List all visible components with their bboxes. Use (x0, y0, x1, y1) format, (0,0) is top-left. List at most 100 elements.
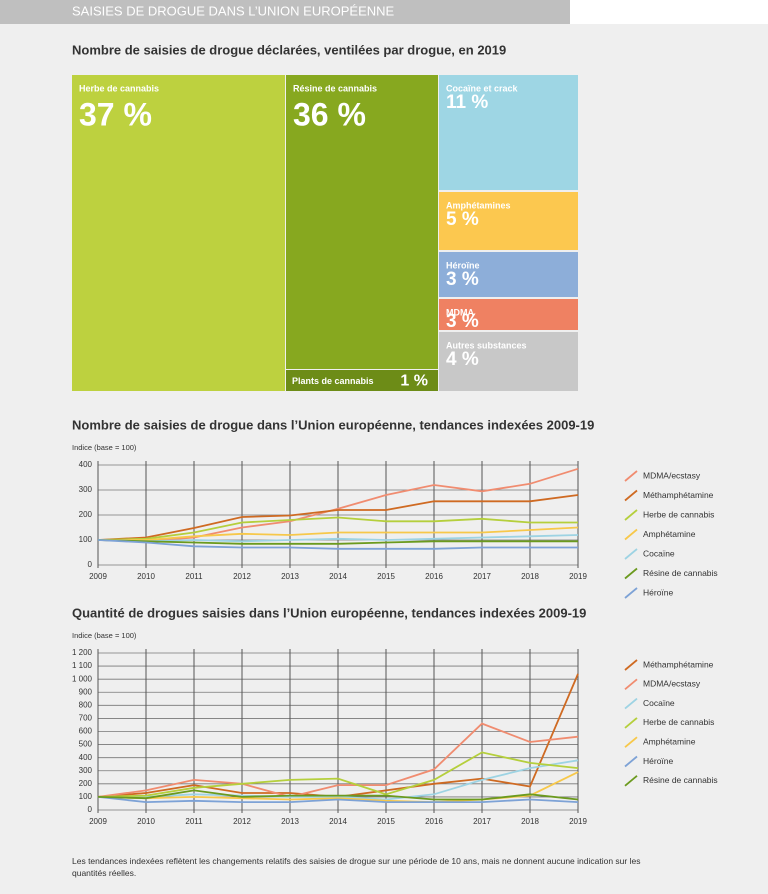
y-tick-label: 0 (88, 560, 93, 569)
x-tick-label: 2019 (569, 572, 587, 581)
x-tick-label: 2013 (281, 572, 299, 581)
x-tick-label: 2017 (473, 572, 491, 581)
legend-label: Amphétamine (643, 736, 696, 746)
value-label: 37 % (79, 96, 152, 132)
treemap-cell (286, 370, 438, 391)
y-axis-label: Indice (base = 100) (72, 443, 137, 452)
legend-label: Herbe de cannabis (643, 717, 714, 727)
treemap-cell (439, 299, 578, 330)
x-tick-label: 2015 (377, 572, 395, 581)
y-tick-label: 300 (79, 766, 93, 775)
x-tick-label: 2010 (137, 817, 155, 826)
y-tick-label: 1 000 (72, 674, 93, 683)
legend-swatch (624, 470, 638, 482)
y-axis-label: Indice (base = 100) (72, 631, 137, 640)
legend-swatch (624, 678, 638, 690)
cell-label: Résine de cannabis (293, 83, 377, 93)
cell-label: Amphétamines (446, 200, 511, 210)
header-bar (0, 0, 570, 24)
value-label: 4 % (446, 349, 479, 370)
y-tick-label: 0 (88, 805, 93, 814)
x-tick-label: 2011 (185, 817, 203, 826)
x-tick-label: 2012 (233, 817, 251, 826)
cell-label: Autres substances (446, 340, 527, 350)
series-line (97, 796, 579, 804)
treemap-cell (439, 332, 578, 391)
legend-swatch (624, 775, 638, 787)
y-tick-label: 900 (79, 687, 93, 696)
y-tick-label: 200 (79, 510, 93, 519)
cell-label: Cocaïne et crack (446, 83, 519, 93)
cell-label: Héroïne (446, 260, 480, 270)
legend-label: Héroïne (643, 756, 674, 766)
legend-swatch (624, 548, 638, 560)
series-line (97, 539, 578, 550)
x-tick-label: 2016 (425, 817, 443, 826)
chart-title: Quantité de drogues saisies dans l’Union… (72, 605, 586, 620)
chart-title: Nombre de saisies de drogue dans l’Union… (72, 417, 594, 432)
x-tick-label: 2014 (329, 572, 347, 581)
y-tick-label: 400 (79, 753, 93, 762)
cell-label: Herbe de cannabis (79, 83, 159, 93)
x-tick-label: 2018 (521, 817, 539, 826)
series-line (98, 759, 579, 801)
x-tick-label: 2017 (473, 817, 491, 826)
legend-swatch (624, 755, 638, 768)
treemap-cell (286, 75, 438, 369)
legend-swatch (624, 717, 638, 729)
cell-label: Plants de cannabis (292, 376, 374, 386)
x-tick-label: 2013 (281, 817, 299, 826)
x-tick-label: 2016 (425, 572, 443, 581)
x-tick-label: 2015 (377, 817, 395, 826)
legend-label: MDMA/ecstasy (643, 470, 701, 480)
y-tick-label: 400 (79, 460, 93, 469)
series-line (97, 789, 579, 801)
legend-label: Résine de cannabis (643, 775, 718, 785)
value-label: 3 % (446, 269, 479, 290)
value-label: 3 % (446, 311, 479, 332)
y-tick-label: 300 (79, 485, 93, 494)
x-tick-label: 2019 (569, 817, 587, 826)
x-tick-label: 2009 (89, 572, 107, 581)
legend-swatch (624, 489, 638, 502)
footnote-text: quantités réelles. (72, 868, 136, 878)
series-line (97, 467, 579, 543)
treemap-cell (439, 75, 578, 190)
legend-label: Résine de cannabis (643, 568, 718, 578)
treemap-cell (439, 192, 578, 250)
legend-label: Herbe de cannabis (643, 509, 714, 519)
treemap-cell (72, 75, 285, 391)
y-tick-label: 600 (79, 727, 93, 736)
legend-label: Méthamphétamine (643, 490, 714, 500)
x-tick-label: 2011 (185, 572, 203, 581)
header-title: SAISIES DE DROGUE DANS L’UNION EUROPÉENN… (72, 3, 395, 18)
series-line (97, 539, 578, 545)
legend-swatch (624, 659, 638, 671)
footnote-text: Les tendances indexées reflètent les cha… (72, 856, 640, 866)
y-tick-label: 700 (79, 714, 93, 723)
x-tick-label: 2014 (329, 817, 347, 826)
legend-swatch (624, 587, 638, 599)
value-label: 1 % (400, 373, 428, 390)
cell-label: MDMA (446, 307, 474, 317)
y-tick-label: 200 (79, 779, 93, 788)
legend-label: MDMA/ecstasy (643, 679, 701, 689)
legend-swatch (624, 697, 638, 710)
legend-swatch (624, 736, 638, 748)
legend-swatch (624, 567, 638, 580)
y-tick-label: 500 (79, 740, 93, 749)
series-line (98, 526, 579, 541)
series-line (97, 494, 579, 541)
legend-swatch (624, 509, 638, 521)
series-line (97, 722, 579, 798)
series-line (97, 516, 578, 541)
legend-label: Cocaïne (643, 698, 675, 708)
x-tick-label: 2010 (137, 572, 155, 581)
y-tick-label: 100 (79, 792, 93, 801)
treemap-cell (439, 252, 578, 297)
series-line (97, 751, 579, 798)
legend-swatch (624, 528, 638, 541)
value-label: 11 % (446, 92, 488, 113)
